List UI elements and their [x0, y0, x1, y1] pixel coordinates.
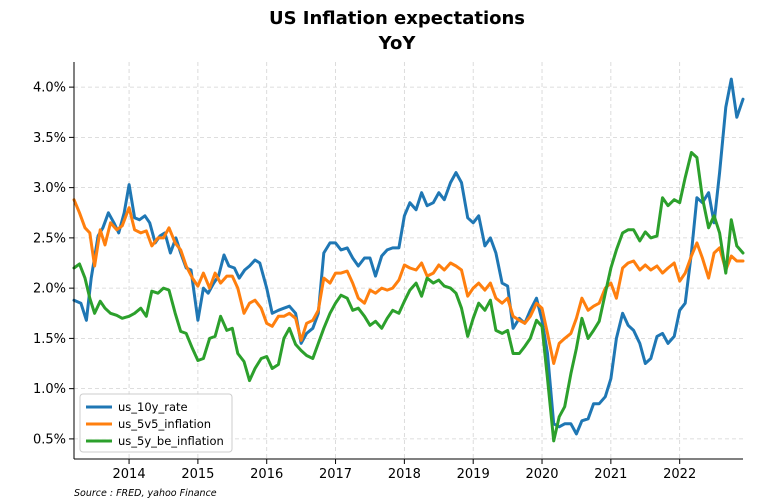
- chart-title-line2: YoY: [378, 33, 417, 54]
- x-tick-label: 2017: [319, 467, 352, 482]
- y-tick-label: 2.5%: [33, 231, 66, 246]
- y-tick-label: 1.5%: [33, 332, 66, 347]
- series-line-us-5y-be-inflation: [72, 151, 745, 443]
- x-tick-label: 2015: [181, 467, 214, 482]
- series-lines: [72, 77, 745, 443]
- legend-label: us_5y_be_inflation: [118, 434, 224, 448]
- grid: [74, 62, 743, 459]
- x-tick-label: 2018: [388, 467, 421, 482]
- y-tick-label: 1.0%: [33, 382, 66, 397]
- series-line-us-5v5-inflation: [72, 198, 745, 365]
- legend-label: us_5v5_inflation: [118, 417, 211, 431]
- series-line-us-10y-rate: [72, 77, 745, 436]
- ticks: 0.5% 1.0% 1.5% 2.0% 2.5% 3.0% 3.5% 4.0% 2014 2015…: [33, 81, 696, 482]
- x-tick-label: 2022: [663, 467, 696, 482]
- x-tick-label: 2016: [250, 467, 283, 482]
- legend-box: [79, 393, 233, 453]
- x-tick-label: 2014: [113, 467, 146, 482]
- legend-label: us_10y_rate: [118, 400, 188, 414]
- chart-title-line1: US Inflation expectations: [269, 8, 525, 29]
- y-tick-label: 2.0%: [33, 282, 66, 297]
- x-tick-label: 2019: [457, 467, 490, 482]
- axes: [73, 62, 743, 460]
- source-note: Source : FRED, yahoo Finance: [74, 488, 217, 499]
- y-tick-label: 4.0%: [33, 81, 66, 96]
- x-tick-label: 2020: [525, 467, 558, 482]
- y-tick-label: 3.0%: [33, 181, 66, 196]
- x-tick-label: 2021: [594, 467, 627, 482]
- legend: us_10y_rate us_5v5_inflation us_5y_be_infl…: [79, 393, 233, 453]
- y-tick-label: 3.5%: [33, 131, 66, 146]
- y-tick-label: 0.5%: [33, 432, 66, 447]
